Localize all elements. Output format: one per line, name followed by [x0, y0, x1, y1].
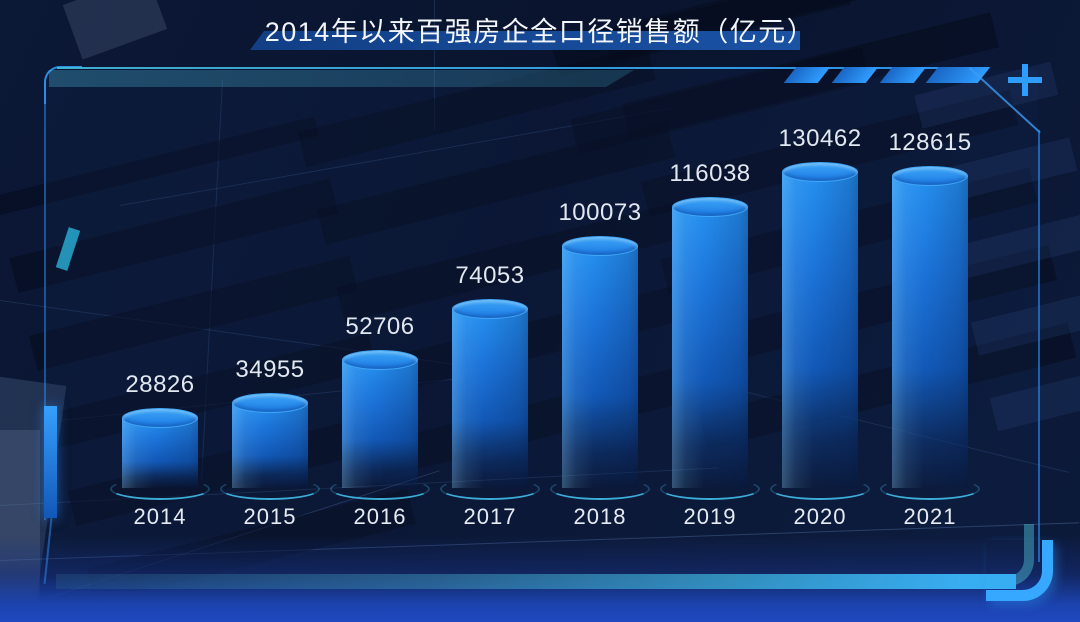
x-axis-label: 2014 — [133, 504, 187, 529]
bar-cylinder-body — [232, 403, 308, 488]
bar-group-2021[interactable]: 128615 2021 — [875, 120, 985, 560]
frame-left-glow-bar — [44, 406, 57, 518]
x-axis-label: 2018 — [573, 504, 627, 529]
chart-title: 2014年以来百强房企全口径销售额（亿元） — [264, 17, 816, 47]
bar-value-label: 100073 — [558, 199, 642, 226]
bar-cylinder-cap — [122, 408, 198, 428]
bar-base-ring — [220, 478, 320, 500]
bar-cylinder-body — [562, 246, 638, 488]
bar-base-ring — [110, 478, 210, 500]
bar-base-ring — [660, 478, 760, 500]
x-axis-label: 2019 — [683, 504, 737, 529]
x-axis-label: 2017 — [463, 504, 517, 529]
bar-cylinder-body — [892, 176, 968, 488]
bar-base-ring — [770, 478, 870, 500]
frame-bottom-right-corner — [986, 540, 1053, 601]
bar-cylinder-cap — [672, 197, 748, 217]
bar-cylinder-cap — [892, 166, 968, 186]
frame-right-border — [1038, 130, 1040, 562]
x-axis-label: 2021 — [903, 504, 957, 529]
bar-group-2016[interactable]: 52706 2016 — [325, 120, 435, 560]
x-axis-label: 2016 — [353, 504, 407, 529]
bar-value-label: 116038 — [669, 160, 751, 187]
bar-value-label: 34955 — [235, 356, 305, 383]
bar-base-ring — [550, 478, 650, 500]
frame-top-border — [57, 67, 972, 69]
x-axis-label: 2015 — [243, 504, 297, 529]
bar-value-label: 52706 — [345, 313, 415, 340]
bar-cylinder-cap — [782, 162, 858, 182]
bar-value-label: 74053 — [455, 262, 525, 289]
bar-value-label: 130462 — [778, 125, 862, 152]
frame-left-border — [44, 98, 46, 520]
bar-base-ring — [440, 478, 540, 500]
bar-group-2015[interactable]: 34955 2015 — [215, 120, 325, 560]
bar-cylinder-body — [452, 309, 528, 488]
bar-group-2020[interactable]: 130462 2020 — [765, 120, 875, 560]
frame-top-accent-band — [49, 70, 634, 87]
bar-value-label: 128615 — [888, 129, 972, 156]
x-axis-label: 2020 — [793, 504, 847, 529]
bar-group-2017[interactable]: 74053 2017 — [435, 120, 545, 560]
plot-area: 28826 2014 34955 2015 52706 2016 74053 2017 1000… — [105, 120, 985, 560]
bar-cylinder-cap — [562, 236, 638, 256]
title-underline-band — [250, 31, 800, 50]
bar-cylinder-body — [342, 360, 418, 488]
plus-icon[interactable] — [1008, 64, 1042, 96]
bar-cylinder-body — [782, 172, 858, 488]
bar-group-2019[interactable]: 116038 2019 — [655, 120, 765, 560]
bar-cylinder-cap — [342, 350, 418, 370]
panel-background — [46, 70, 1038, 574]
bar-value-label: 28826 — [125, 371, 195, 398]
frame-bottom-border — [56, 574, 1016, 589]
bar-group-2018[interactable]: 100073 2018 — [545, 120, 655, 560]
bar-cylinder-body — [122, 418, 198, 488]
bar-base-ring — [880, 478, 980, 500]
bar-cylinder-cap — [452, 299, 528, 319]
bar-cylinder-cap — [232, 393, 308, 413]
bar-group-2014[interactable]: 28826 2014 — [105, 120, 215, 560]
bar-base-ring — [330, 478, 430, 500]
bar-cylinder-body — [672, 207, 748, 488]
